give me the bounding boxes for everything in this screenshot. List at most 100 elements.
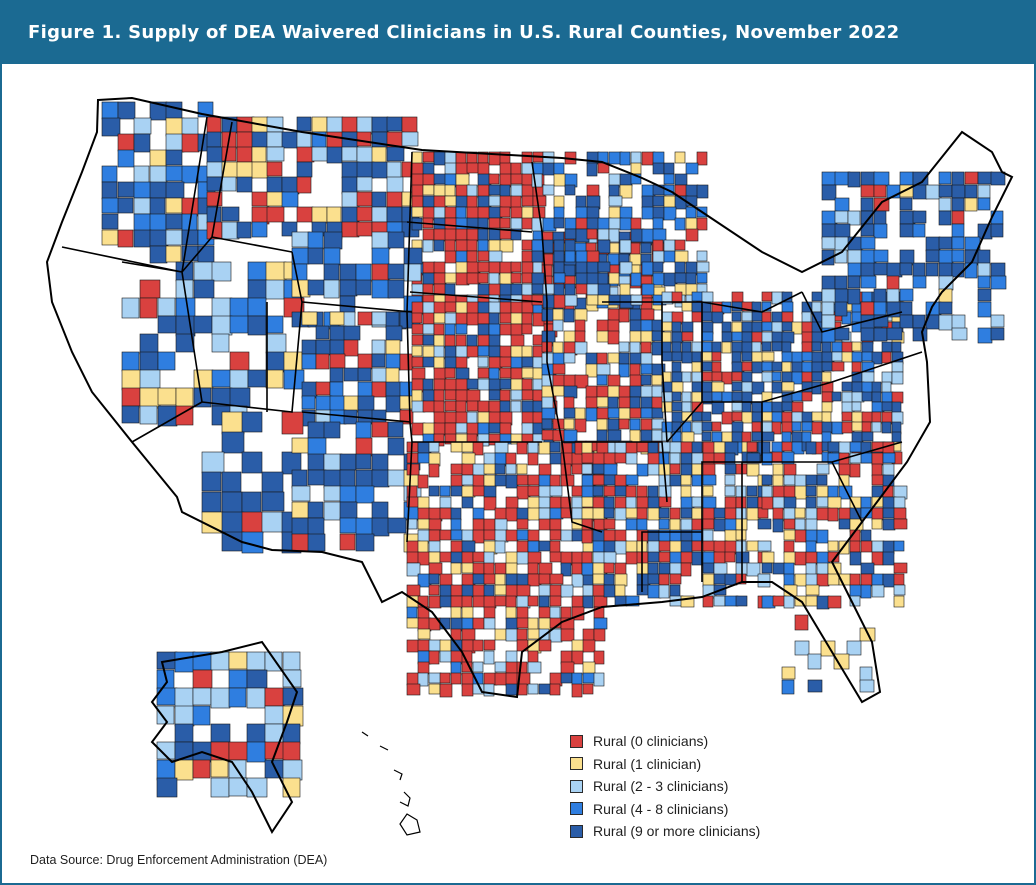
county-cell	[841, 391, 854, 404]
county-cell	[341, 206, 360, 225]
county-cell	[499, 239, 514, 253]
county-cell	[428, 529, 441, 543]
county-cell	[516, 518, 529, 530]
county-cell	[563, 385, 578, 399]
county-cell	[619, 217, 633, 231]
county-cell	[549, 606, 561, 620]
county-cell	[881, 341, 893, 353]
county-cell	[783, 551, 797, 565]
county-cell	[640, 308, 655, 321]
county-cell	[597, 272, 609, 286]
county-cell	[156, 777, 178, 798]
county-cell	[422, 151, 435, 163]
county-cell	[211, 297, 233, 318]
county-cell	[831, 421, 844, 435]
county-cell	[221, 221, 240, 240]
county-cell	[444, 323, 456, 336]
county-cell	[206, 161, 225, 178]
county-cell	[505, 661, 519, 674]
legend-label-2: Rural (2 - 3 clinicians)	[593, 778, 729, 795]
county-cell	[781, 679, 795, 695]
county-cell	[411, 301, 424, 315]
county-cell	[990, 275, 1007, 290]
county-cell	[527, 485, 541, 497]
county-cell	[596, 440, 610, 455]
county-cell	[510, 345, 524, 359]
county-cell	[847, 288, 861, 305]
county-cell	[860, 275, 877, 289]
county-cell	[781, 401, 794, 412]
county-cell	[873, 288, 887, 304]
county-cell	[593, 628, 606, 642]
county-cell	[241, 491, 262, 515]
county-cell	[494, 441, 509, 454]
county-cell	[593, 672, 605, 687]
county-cell	[483, 683, 495, 697]
county-cell	[329, 325, 347, 342]
county-cell	[781, 301, 794, 313]
county-cell	[329, 311, 345, 326]
county-cell	[553, 206, 565, 219]
county-cell	[505, 474, 519, 489]
county-cell	[488, 301, 502, 314]
county-cell	[117, 149, 135, 168]
county-cell	[640, 374, 652, 386]
county-cell	[433, 400, 445, 414]
county-cell	[761, 341, 772, 352]
county-cell	[323, 485, 343, 502]
county-cell	[521, 323, 533, 335]
county-cell	[329, 367, 344, 383]
county-cell	[181, 229, 199, 246]
county-cell	[564, 294, 578, 307]
county-cell	[794, 551, 807, 566]
county-cell	[691, 540, 703, 552]
county-cell	[356, 176, 373, 192]
county-cell	[951, 236, 965, 250]
county-cell	[791, 431, 804, 443]
county-cell	[593, 617, 608, 630]
county-cell	[641, 195, 654, 209]
county-cell	[455, 195, 469, 208]
county-cell	[831, 361, 845, 372]
county-cell	[593, 650, 605, 665]
county-cell	[571, 573, 585, 588]
county-cell	[175, 333, 195, 353]
county-cell	[157, 387, 177, 406]
county-cell	[521, 239, 533, 251]
county-cell	[735, 573, 747, 585]
county-cell	[891, 391, 904, 404]
county-cell	[582, 639, 596, 653]
county-cell	[691, 411, 703, 422]
county-cell	[574, 407, 586, 421]
county-cell	[439, 485, 451, 497]
county-cell	[477, 228, 489, 242]
county-cell	[510, 162, 522, 176]
county-cell	[711, 391, 723, 402]
county-cell	[680, 595, 695, 608]
county-cell	[206, 206, 222, 224]
county-cell	[510, 389, 524, 401]
county-cell	[510, 272, 522, 284]
county-cell	[201, 491, 222, 513]
county-cell	[625, 474, 639, 486]
county-cell	[977, 275, 991, 289]
county-cell	[701, 311, 714, 322]
county-cell	[658, 507, 670, 519]
county-cell	[781, 321, 794, 332]
county-cell	[625, 595, 640, 607]
county-cell	[886, 327, 903, 341]
county-cell	[549, 683, 561, 696]
county-cell	[711, 421, 722, 432]
county-cell	[133, 197, 153, 215]
county-cell	[251, 206, 270, 225]
county-cell	[912, 327, 928, 342]
county-cell	[433, 239, 445, 252]
county-cell	[834, 327, 850, 341]
county-cell	[860, 452, 873, 464]
county-cell	[741, 371, 753, 384]
county-cell	[821, 401, 833, 413]
county-cell	[801, 341, 813, 354]
county-cell	[563, 264, 577, 277]
county-cell	[552, 385, 565, 397]
legend-item-0: Rural (0 clinicians)	[570, 730, 760, 753]
